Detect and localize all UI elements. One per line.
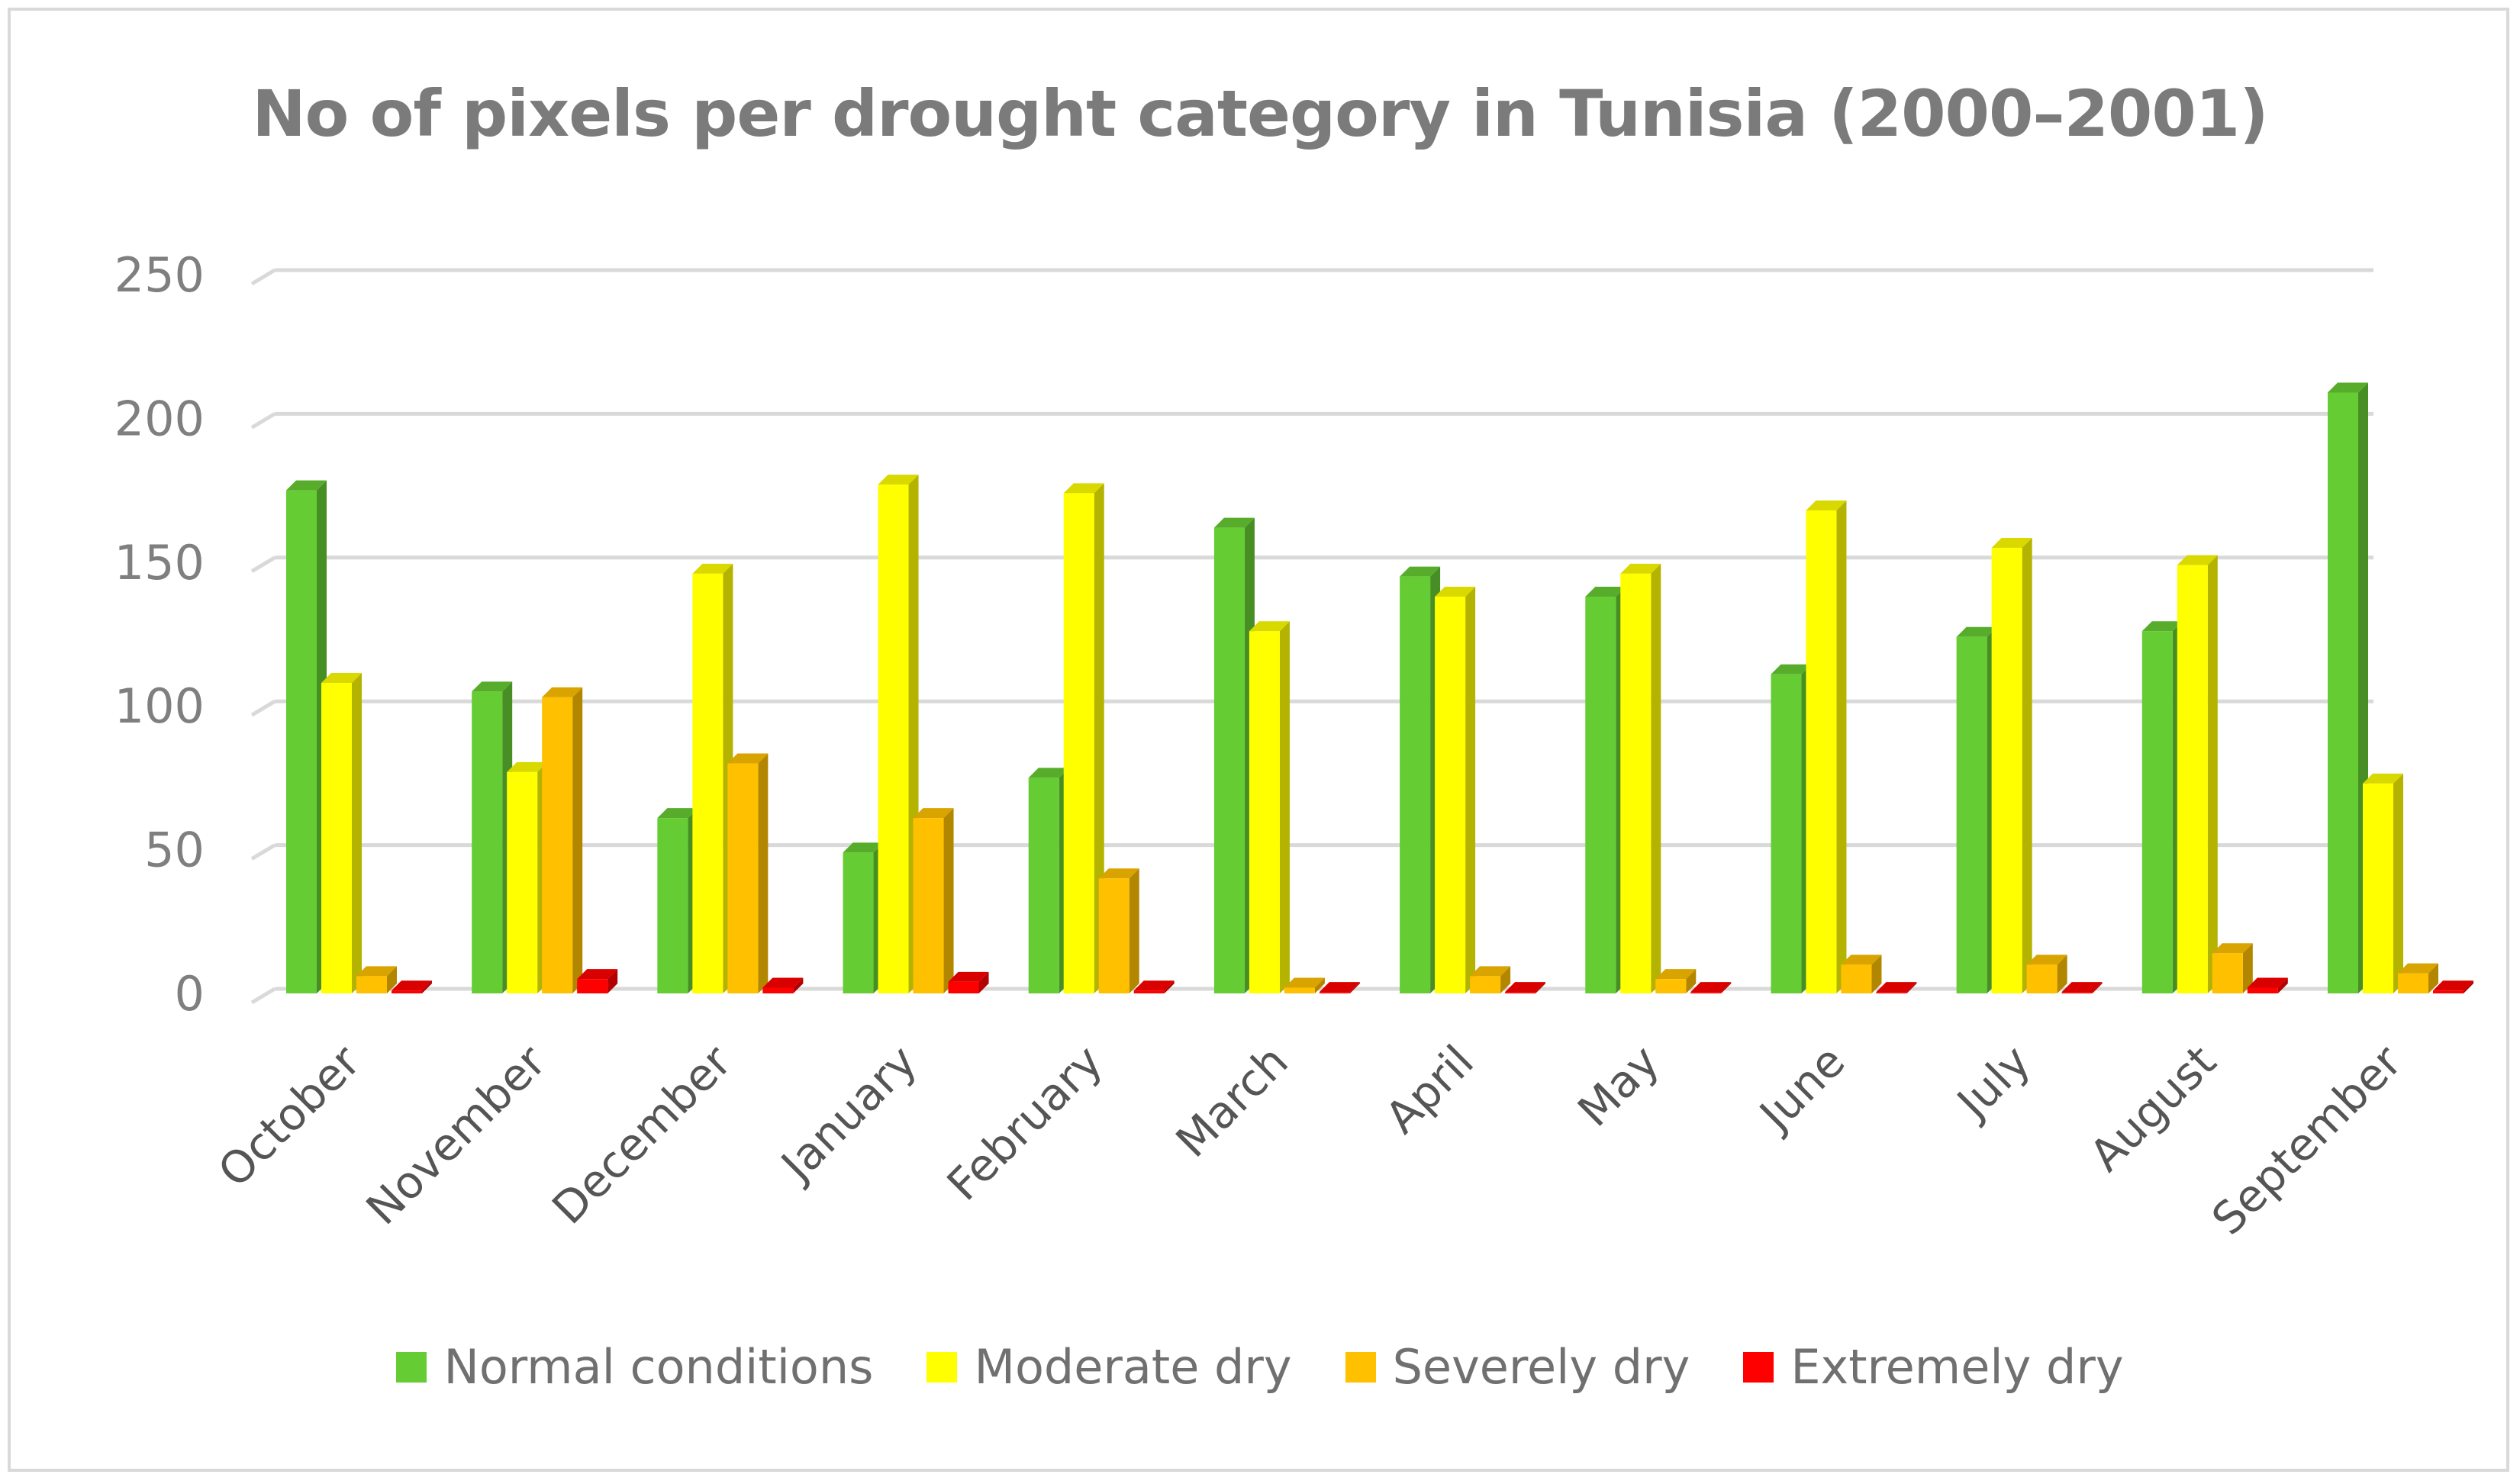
bar-normal-conditions-january: [843, 842, 884, 993]
y-tick-label: 150: [114, 535, 205, 591]
legend-swatch: [1743, 1351, 1774, 1383]
legend-label: Severely dry: [1392, 1339, 1690, 1395]
chart-title: No of pixels per drought category in Tun…: [252, 76, 2268, 151]
bar-severely-dry-august: [2212, 943, 2253, 993]
legend-label: Extremely dry: [1790, 1339, 2124, 1395]
x-tick-label-august: August: [2080, 1035, 2226, 1182]
bar-severely-dry-october: [356, 966, 397, 993]
y-tick-label: 50: [144, 822, 205, 878]
bar-severely-dry-january: [913, 808, 954, 993]
bar-moderate-dry-april: [1435, 587, 1476, 993]
x-tick-label-may: May: [1568, 1035, 1669, 1137]
legend-item-extremely-dry: Extremely dry: [1743, 1339, 2124, 1395]
x-tick-label-july: July: [1946, 1035, 2041, 1130]
bar-normal-conditions-august: [2141, 621, 2183, 993]
bar-severely-dry-may: [1655, 969, 1697, 993]
bar-extremely-dry-may: [1690, 982, 1732, 993]
legend: Normal conditions Moderate dry Severely dr…: [0, 1339, 2520, 1395]
legend-label: Normal conditions: [443, 1339, 874, 1395]
x-tick-label-october: October: [208, 1035, 370, 1197]
bar-severely-dry-april: [1470, 966, 1511, 993]
legend-label: Moderate dry: [974, 1339, 1292, 1395]
legend-swatch: [1345, 1351, 1376, 1383]
bar-moderate-dry-june: [1806, 500, 1847, 993]
y-tick-label: 200: [114, 391, 205, 446]
x-tick-label-april: April: [1375, 1035, 1484, 1144]
bar-normal-conditions-may: [1585, 587, 1626, 993]
bar-normal-conditions-december: [657, 808, 698, 993]
bar-extremely-dry-august: [2247, 977, 2288, 993]
y-tick-label: 100: [114, 678, 205, 734]
bars: [286, 382, 2473, 993]
gridline-edge-100: [250, 700, 276, 717]
gridline-edge-250: [250, 268, 276, 286]
bar-moderate-dry-august: [2177, 555, 2218, 993]
bar-moderate-dry-october: [321, 673, 362, 993]
bar-normal-conditions-july: [1956, 626, 1997, 993]
x-tick-label-september: September: [2202, 1035, 2412, 1245]
bar-severely-dry-november: [542, 687, 583, 993]
x-tick-label-january: January: [770, 1035, 927, 1193]
bar-moderate-dry-march: [1249, 621, 1290, 993]
bar-extremely-dry-february: [1133, 980, 1175, 993]
legend-item-moderate-dry: Moderate dry: [926, 1339, 1292, 1395]
bar-extremely-dry-april: [1505, 982, 1546, 993]
y-tick-label: 0: [175, 966, 205, 1022]
gridline-edge-150: [250, 555, 276, 573]
bar-normal-conditions-september: [2328, 382, 2368, 993]
bar-normal-conditions-april: [1400, 566, 1441, 993]
bar-severely-dry-march: [1284, 977, 1325, 993]
legend-item-normal-conditions: Normal conditions: [396, 1339, 873, 1395]
bar-severely-dry-december: [727, 753, 769, 993]
x-tick-label-november: November: [356, 1035, 556, 1235]
bar-normal-conditions-november: [472, 681, 513, 993]
bar-moderate-dry-may: [1620, 563, 1661, 993]
y-axis-ticks: 0 50 100 150 200 250: [114, 247, 205, 1022]
x-tick-label-june: June: [1748, 1035, 1855, 1142]
bar-moderate-dry-september: [2363, 773, 2403, 993]
gridline-edge-200: [250, 412, 276, 430]
bar-normal-conditions-march: [1213, 517, 1255, 993]
x-tick-label-february: February: [937, 1035, 1113, 1211]
bar-severely-dry-september: [2398, 963, 2438, 993]
bar-extremely-dry-october: [392, 980, 432, 993]
legend-swatch: [396, 1351, 427, 1383]
bar-moderate-dry-january: [878, 475, 919, 993]
bar-extremely-dry-june: [1876, 982, 1917, 993]
bar-normal-conditions-october: [286, 480, 327, 993]
bar-moderate-dry-november: [507, 761, 548, 993]
bar-moderate-dry-july: [1991, 537, 2032, 993]
bar-extremely-dry-september: [2433, 980, 2473, 993]
bar-moderate-dry-february: [1063, 483, 1104, 993]
bar-normal-conditions-june: [1771, 664, 1812, 993]
x-tick-label-march: March: [1166, 1035, 1298, 1167]
bar-extremely-dry-march: [1319, 982, 1360, 993]
bar-extremely-dry-july: [2061, 982, 2103, 993]
legend-item-severely-dry: Severely dry: [1345, 1339, 1690, 1395]
bar-extremely-dry-december: [762, 977, 804, 993]
legend-swatch: [926, 1351, 958, 1383]
y-tick-label: 250: [114, 247, 205, 303]
bar-moderate-dry-december: [692, 563, 733, 993]
bar-extremely-dry-november: [577, 969, 618, 993]
bar-extremely-dry-january: [948, 971, 989, 993]
gridline-edge-50: [250, 843, 276, 861]
x-tick-label-december: December: [543, 1035, 742, 1235]
bar-severely-dry-june: [1841, 954, 1882, 993]
bar-normal-conditions-february: [1028, 768, 1069, 993]
bar-severely-dry-february: [1098, 868, 1139, 993]
gridline-edge-0: [250, 987, 276, 1005]
bar-severely-dry-july: [2026, 954, 2067, 993]
